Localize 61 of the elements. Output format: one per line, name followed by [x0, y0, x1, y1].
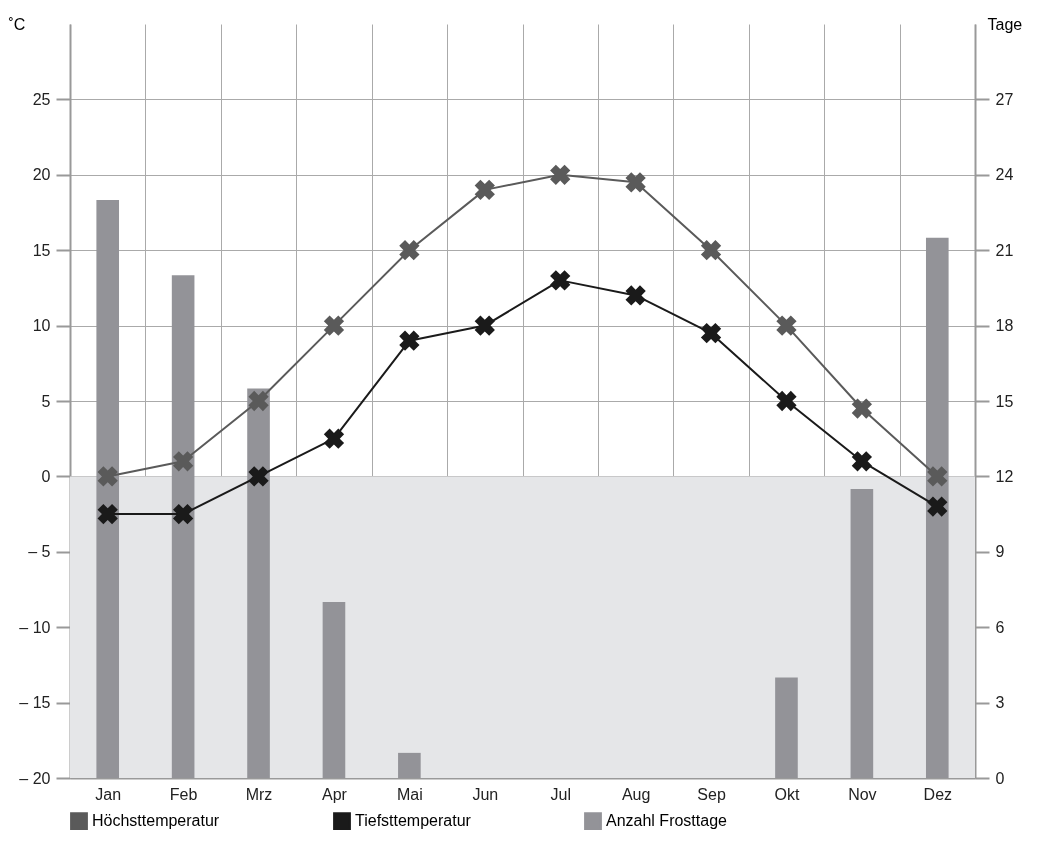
point	[625, 285, 646, 306]
y2-tick-label: 21	[995, 241, 1014, 259]
y-tick-label: – 10	[19, 618, 51, 636]
x-tick-label: Jan	[95, 785, 122, 803]
y2-tick-label: 9	[995, 543, 1005, 561]
point	[97, 466, 118, 487]
y-tick-label: 15	[32, 241, 51, 259]
x-tick-label: Nov	[848, 785, 877, 803]
x-tick-label: Mai	[396, 785, 423, 803]
y-tick-label: 20	[32, 166, 51, 184]
legend-label: Höchsttemperatur	[92, 812, 220, 830]
y-tick-label: – 20	[19, 769, 51, 787]
y2-tick-label: 6	[995, 618, 1005, 636]
point	[474, 179, 495, 201]
point	[851, 398, 873, 419]
y2-tick-label: 3	[995, 694, 1005, 712]
x-tick-label: Dez	[923, 785, 953, 803]
x-tick-label: Feb	[169, 785, 198, 803]
point	[323, 315, 345, 336]
point	[474, 315, 495, 336]
point	[625, 172, 646, 193]
point	[550, 164, 571, 185]
y2-axis-title: Tage	[987, 15, 1023, 33]
legend-label: Tiefsttemperatur	[355, 812, 472, 830]
legend-label: Anzahl Frosttage	[606, 812, 728, 830]
point	[399, 330, 420, 351]
y-tick-label: – 5	[28, 543, 51, 561]
y2-tick-label: 12	[995, 467, 1014, 485]
point	[550, 270, 571, 291]
point	[172, 503, 194, 525]
y2-tick-label: 24	[995, 166, 1014, 184]
y-tick-label: 0	[41, 467, 51, 485]
y-tick-label: 10	[32, 317, 51, 335]
point	[700, 240, 722, 261]
point	[927, 466, 948, 487]
y2-tick-label: 18	[995, 317, 1014, 335]
point	[776, 315, 797, 336]
point	[323, 428, 345, 449]
point	[776, 390, 797, 412]
x-tick-label: Aug	[621, 785, 651, 803]
y-tick-label: 5	[41, 392, 51, 410]
x-tick-label: Okt	[774, 785, 800, 803]
y-axis-title: ˚C	[8, 15, 26, 33]
point	[851, 451, 873, 472]
x-tick-label: Mrz	[245, 785, 273, 803]
y2-tick-label: 27	[995, 90, 1014, 108]
y-tick-label: – 15	[19, 694, 51, 712]
point	[248, 390, 269, 412]
point	[172, 451, 194, 472]
x-tick-label: Apr	[322, 785, 348, 803]
x-tick-label: Sep	[697, 785, 726, 803]
x-tick-label: Jun	[472, 785, 499, 803]
x-tick-label: Jul	[550, 785, 571, 803]
y-tick-label: 25	[32, 90, 51, 108]
y2-tick-label: 15	[995, 392, 1014, 410]
point	[399, 240, 420, 261]
point	[248, 466, 269, 487]
point	[97, 503, 118, 525]
y2-tick-label: 0	[995, 769, 1005, 787]
point	[700, 323, 722, 344]
point	[927, 496, 948, 517]
